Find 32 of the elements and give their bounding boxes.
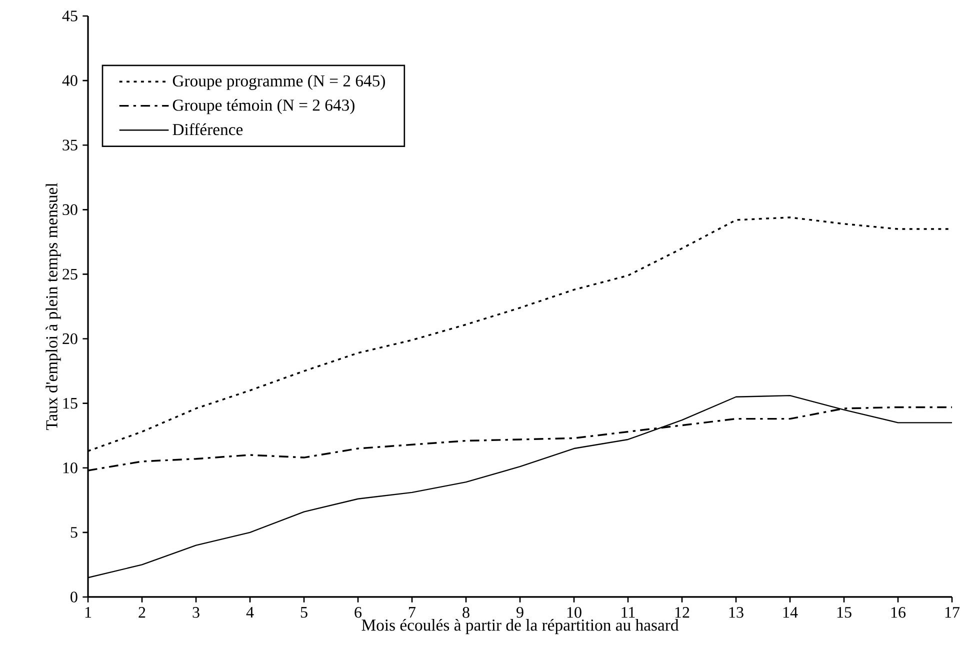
x-tick-label: 17 xyxy=(945,607,960,618)
x-tick-label: 11 xyxy=(622,607,635,618)
x-tick-label: 14 xyxy=(783,607,798,618)
x-tick-label: 4 xyxy=(246,607,254,618)
y-tick-label: 0 xyxy=(70,592,78,602)
y-axis-title: Taux d'emploi à plein temps mensuel xyxy=(46,183,61,430)
x-axis-title: Mois écoulés à partir de la répartition au hasard xyxy=(362,618,679,634)
y-tick-label: 45 xyxy=(62,10,78,22)
legend-label: Différence xyxy=(172,123,243,136)
x-tick-label: 12 xyxy=(675,607,690,618)
y-tick-label: 15 xyxy=(63,398,78,409)
x-tick-label: 2 xyxy=(138,607,146,618)
y-tick-label: 40 xyxy=(62,75,78,86)
y-tick-label: 30 xyxy=(62,204,78,216)
x-tick-label: 6 xyxy=(354,607,362,618)
y-tick-label: 20 xyxy=(62,333,78,344)
x-tick-label: 13 xyxy=(729,607,744,618)
x-tick-label: 7 xyxy=(409,607,416,618)
x-tick-label: 16 xyxy=(891,607,906,618)
y-tick-label: 5 xyxy=(70,527,78,538)
x-tick-label: 8 xyxy=(462,607,470,618)
x-tick-label: 10 xyxy=(567,607,582,618)
y-tick-label: 25 xyxy=(62,268,78,280)
y-tick-label: 35 xyxy=(62,140,78,150)
x-tick-label: 5 xyxy=(300,607,308,618)
x-tick-label: 15 xyxy=(837,607,852,618)
x-tick-label: 1 xyxy=(85,607,92,618)
legend-label: Groupe programme (N = 2 645) xyxy=(172,74,385,90)
x-tick-label: 3 xyxy=(192,607,200,618)
y-tick-label: 10 xyxy=(63,462,78,474)
legend-label: Groupe témoin (N = 2 643) xyxy=(172,99,354,114)
x-tick-label: 9 xyxy=(516,607,524,618)
